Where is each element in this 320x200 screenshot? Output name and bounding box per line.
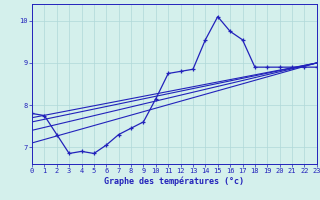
- X-axis label: Graphe des températures (°c): Graphe des températures (°c): [104, 177, 244, 186]
